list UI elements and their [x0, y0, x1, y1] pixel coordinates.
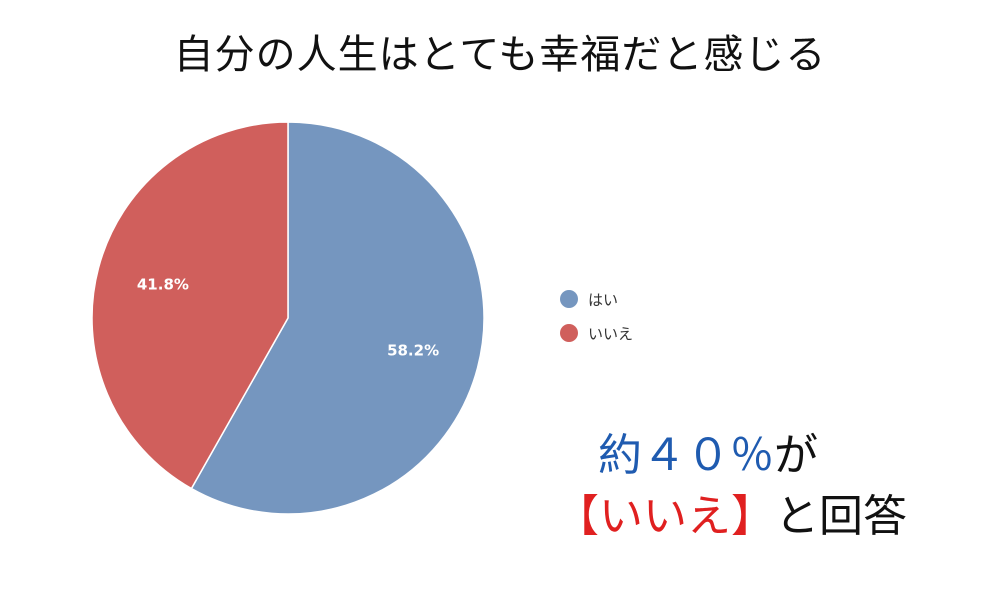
callout-particle: が [774, 430, 818, 481]
slice-label-yes: 58.2% [387, 341, 439, 359]
chart-title: 自分の人生はとても幸福だと感じる [173, 32, 827, 78]
callout-line-1: 約４０％が [598, 434, 818, 478]
callout-answer: 【いいえ】 [555, 491, 775, 542]
callout-percentage: 約４０％ [598, 430, 774, 481]
legend-label-no: いいえ [588, 324, 634, 343]
legend-item-yes[interactable]: はい [560, 290, 633, 309]
legend-item-no[interactable]: いいえ [560, 324, 634, 343]
pie-slice-yes[interactable] [190, 121, 485, 515]
legend-dot-yes [560, 290, 578, 308]
chart-legend: はい いいえ [560, 290, 633, 358]
callout-suffix: と回答 [775, 491, 907, 542]
pie-slice-no[interactable] [91, 121, 289, 490]
legend-label-yes: はい [588, 290, 619, 309]
legend-dot-no [560, 324, 578, 342]
slice-label-no: 41.8% [137, 276, 189, 294]
callout-line-2: 【いいえ】と回答 [555, 495, 907, 539]
